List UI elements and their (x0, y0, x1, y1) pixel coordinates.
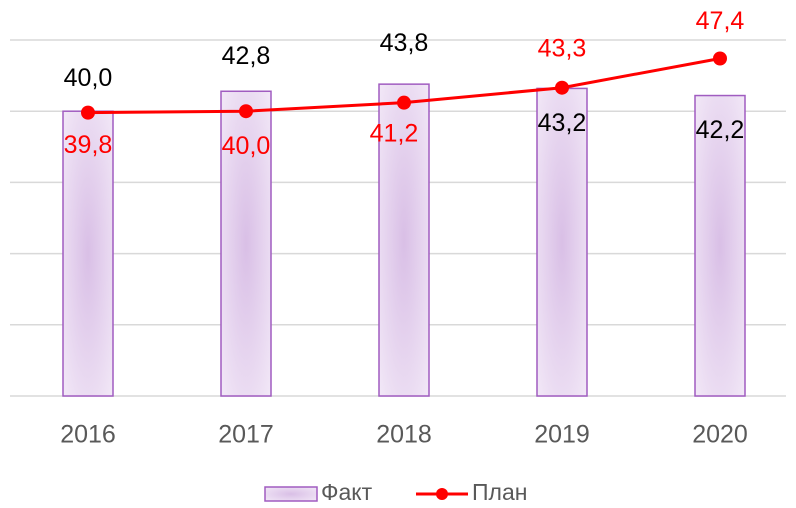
x-tick-label: 2020 (692, 421, 748, 449)
line-marker (397, 95, 411, 110)
legend-swatch (264, 486, 318, 502)
line-marker (239, 104, 253, 119)
data-label: 47,4 (696, 7, 745, 35)
legend-label: Факт (321, 479, 373, 505)
x-tick-label: 2016 (60, 421, 116, 449)
data-label: 39,8 (64, 131, 113, 159)
line-marker (81, 105, 95, 120)
x-tick-label: 2019 (534, 421, 590, 449)
data-label: 43,8 (380, 29, 429, 57)
data-label: 40,0 (222, 132, 271, 160)
data-label: 42,2 (696, 116, 745, 144)
bar (220, 90, 272, 397)
line-marker (555, 80, 569, 95)
data-label: 42,8 (222, 42, 271, 70)
bar (62, 110, 114, 397)
data-label: 41,2 (370, 119, 419, 147)
data-label: 43,2 (538, 109, 587, 137)
x-tick-label: 2017 (218, 421, 274, 449)
data-label: 43,3 (538, 34, 587, 62)
data-label: 40,0 (64, 64, 113, 92)
line-marker (713, 51, 727, 66)
legend-swatch-marker (436, 488, 448, 500)
x-tick-label: 2018 (376, 421, 432, 449)
bar (378, 83, 430, 397)
legend-label: План (472, 479, 527, 505)
bar (694, 94, 746, 397)
